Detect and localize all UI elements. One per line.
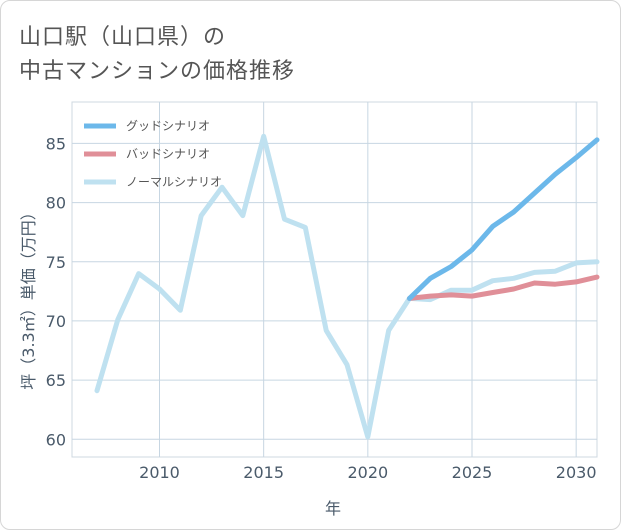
chart-title-line1: 山口駅（山口県）の bbox=[19, 25, 227, 50]
legend-label-0: グッドシナリオ bbox=[126, 119, 210, 133]
x-tick-label: 2010 bbox=[139, 463, 180, 482]
legend-label-1: バッドシナリオ bbox=[126, 147, 210, 161]
y-tick-label: 85 bbox=[46, 134, 66, 153]
series-line-2 bbox=[94, 133, 600, 440]
series-line-1 bbox=[407, 274, 600, 301]
x-tick-label: 2020 bbox=[347, 463, 388, 482]
y-axis-label: 坪（3.3㎡）単価（万円） bbox=[19, 204, 38, 389]
x-tick-label: 2015 bbox=[243, 463, 284, 482]
chart-title-line2: 中古マンションの価格推移 bbox=[19, 59, 296, 84]
legend-label-2: ノーマルシナリオ bbox=[126, 175, 222, 189]
y-tick-label: 75 bbox=[46, 253, 66, 272]
y-tick-label: 65 bbox=[46, 371, 66, 390]
x-tick-label: 2030 bbox=[556, 463, 597, 482]
y-tick-label: 60 bbox=[46, 430, 66, 449]
y-tick-label: 70 bbox=[46, 312, 66, 331]
y-tick-label: 80 bbox=[46, 194, 66, 213]
x-axis-label: 年 bbox=[325, 499, 341, 518]
series-lines bbox=[94, 133, 600, 440]
x-tick-label: 2025 bbox=[452, 463, 493, 482]
axis-ticks: 2010 2015 2020 2025 2030 60 65 70 75 80 85 bbox=[46, 134, 597, 482]
series-line-0 bbox=[407, 137, 600, 301]
grid bbox=[71, 101, 598, 458]
